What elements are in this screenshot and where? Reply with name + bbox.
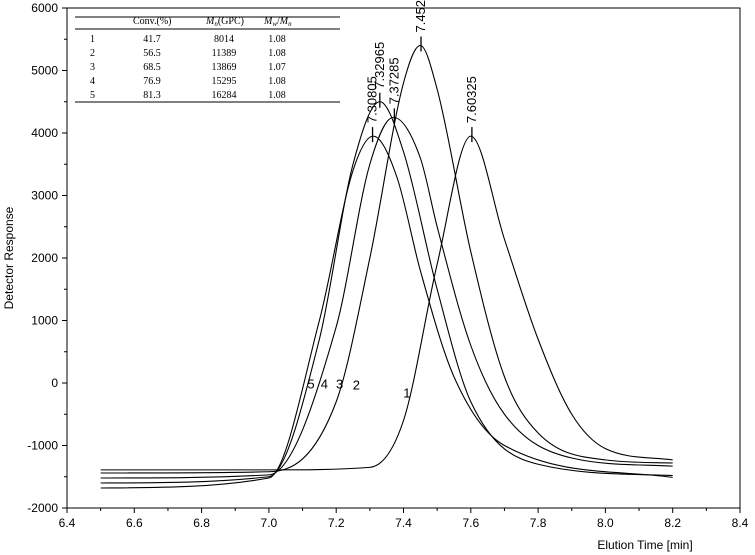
table-cell: 2 xyxy=(90,48,95,59)
table-header-mwmn: Mw/Mn xyxy=(263,16,292,28)
axes: 6.4 6.6 6.8 7.0 7.2 7.4 7.6 7.8 8.0 8.2 8.4 -2000 -1… xyxy=(27,1,748,530)
table-header-conv: Conv.(%) xyxy=(133,16,172,27)
x-tick-label: 8.0 xyxy=(597,516,614,530)
table-cell: 41.7 xyxy=(143,34,161,45)
series-1-line xyxy=(100,135,673,471)
series-1-peak-label: 7.60325 xyxy=(464,76,479,123)
y-axis-label: Detector Response xyxy=(2,206,16,309)
table-cell: 1.08 xyxy=(268,76,286,87)
table-cell: 13869 xyxy=(212,62,237,73)
data-table: Conv.(%) Mn(GPC) Mw/Mn 1 41.7 8014 1.08 2 56.… xyxy=(75,16,340,103)
y-tick-label: 2000 xyxy=(31,251,58,265)
table-cell: 4 xyxy=(90,76,95,87)
x-tick-label: 8.4 xyxy=(732,516,749,530)
x-tick-label: 6.6 xyxy=(126,516,143,530)
table-cell: 1.08 xyxy=(268,34,286,45)
y-tick-label: -2000 xyxy=(27,501,58,515)
table-cell: 1.08 xyxy=(268,48,286,59)
x-tick-label: 7.8 xyxy=(530,516,547,530)
table-cell: 16284 xyxy=(212,90,237,101)
y-tick-label: -1000 xyxy=(27,439,58,453)
table-cell: 68.5 xyxy=(143,62,161,73)
table-cell: 1.08 xyxy=(268,90,286,101)
table-header: Conv.(%) Mn(GPC) Mw/Mn xyxy=(133,16,292,28)
x-tick-label: 7.6 xyxy=(462,516,479,530)
series-4-peak-label: 7.32965 xyxy=(372,42,387,89)
table-cell: 5 xyxy=(90,90,95,101)
table-body: 1 41.7 8014 1.08 2 56.5 11389 1.08 3 68.5 13869 1.0… xyxy=(90,34,286,101)
y-tick-label: 4000 xyxy=(31,126,58,140)
table-cell: 56.5 xyxy=(143,48,161,59)
series-2-peak-label: 7.45205 xyxy=(413,0,428,33)
y-tick-label: 6000 xyxy=(31,1,58,15)
table-cell: 11389 xyxy=(212,48,237,59)
x-tick-label: 6.8 xyxy=(193,516,210,530)
series-2-line xyxy=(100,44,673,474)
series-4-line xyxy=(100,101,673,484)
table-cell: 1.07 xyxy=(268,62,286,73)
curve-label-5: 5 xyxy=(307,377,314,392)
curve-label-1: 1 xyxy=(403,385,410,400)
table-cell: 76.9 xyxy=(143,76,161,87)
table-cell: 81.3 xyxy=(143,90,161,101)
table-cell: 1 xyxy=(90,34,95,45)
x-tick-label: 8.2 xyxy=(664,516,681,530)
series-5-peak-label: 7.30805 xyxy=(365,76,380,123)
x-axis-label: Elution Time [min] xyxy=(597,538,692,552)
series-3-peak-label: 7.37285 xyxy=(386,57,401,104)
y-tick-label: 5000 xyxy=(31,64,58,78)
x-tick-label: 6.4 xyxy=(59,516,76,530)
table-cell: 3 xyxy=(90,62,95,73)
y-tick-label: 3000 xyxy=(31,189,58,203)
table-cell: 8014 xyxy=(214,34,234,45)
y-tick-label: 0 xyxy=(51,376,58,390)
x-tick-label: 7.4 xyxy=(395,516,412,530)
curve-label-4: 4 xyxy=(321,377,328,392)
x-tick-label: 7.0 xyxy=(261,516,278,530)
curves xyxy=(100,44,673,489)
curve-label-3: 3 xyxy=(336,377,343,392)
table-cell: 15295 xyxy=(212,76,237,87)
curve-label-2: 2 xyxy=(353,377,360,392)
series-3-line xyxy=(100,116,673,479)
series-5-line xyxy=(100,135,673,489)
table-header-mn: Mn(GPC) xyxy=(205,16,244,28)
y-tick-label: 1000 xyxy=(31,314,58,328)
x-tick-label: 7.2 xyxy=(328,516,345,530)
